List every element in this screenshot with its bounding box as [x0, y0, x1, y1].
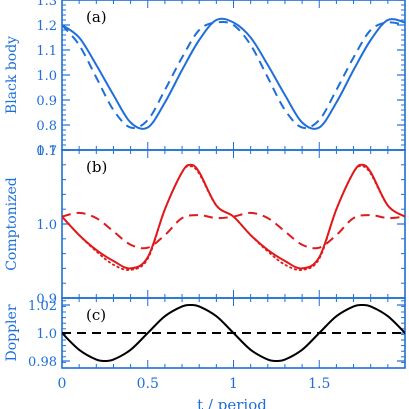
y-axis-label: Doppler: [4, 304, 20, 361]
panel-black-body: 0.7 0.8 0.9 1.0 1.1 1.2 1.3 (a) Black body: [4, 0, 406, 159]
series-line-solid: [62, 163, 405, 270]
y-tick-label: 1.1: [36, 144, 57, 159]
y-tick-label: 0.7: [36, 144, 57, 159]
x-axis-label: t / period: [197, 396, 267, 409]
panel-label: (a): [86, 8, 107, 26]
y-tick-label: 0.98: [28, 355, 57, 370]
x-tick-label: 1.5: [308, 376, 330, 392]
y-tick-label: 1.0: [36, 69, 57, 84]
y-tick-label: 0.9: [36, 292, 57, 307]
series-line-dashed: [62, 20, 405, 129]
y-tick-label: 1.02: [28, 299, 57, 314]
series-line-solid: [62, 17, 405, 130]
panel-label: (c): [86, 306, 106, 324]
y-tick-label: 0.9: [36, 94, 57, 109]
y-tick-label: 1.3: [36, 0, 57, 9]
y-tick-label: 1.2: [36, 19, 57, 34]
panel-comptonized: 0.9 1.0 1.1 (b) Comptonized: [4, 144, 406, 307]
panel-label: (b): [86, 158, 107, 176]
y-tick-label: 0.8: [36, 119, 57, 134]
y-tick-label: 1.0: [36, 327, 57, 342]
x-tick-label: 1: [229, 376, 238, 392]
y-tick-label: 1.1: [36, 44, 57, 59]
y-axis-label: Comptonized: [4, 177, 20, 271]
series-line-dotted: [62, 165, 405, 271]
series-line-dashed: [62, 211, 405, 250]
y-tick-label: 1.0: [36, 218, 57, 233]
panel-doppler: 0.98 1.0 1.02 0 0.5 1 1.5 (c) Doppler: [4, 297, 406, 392]
x-tick-label: 0: [58, 376, 67, 392]
y-axis-label: Black body: [4, 36, 20, 114]
x-tick-label: 0.5: [137, 376, 159, 392]
